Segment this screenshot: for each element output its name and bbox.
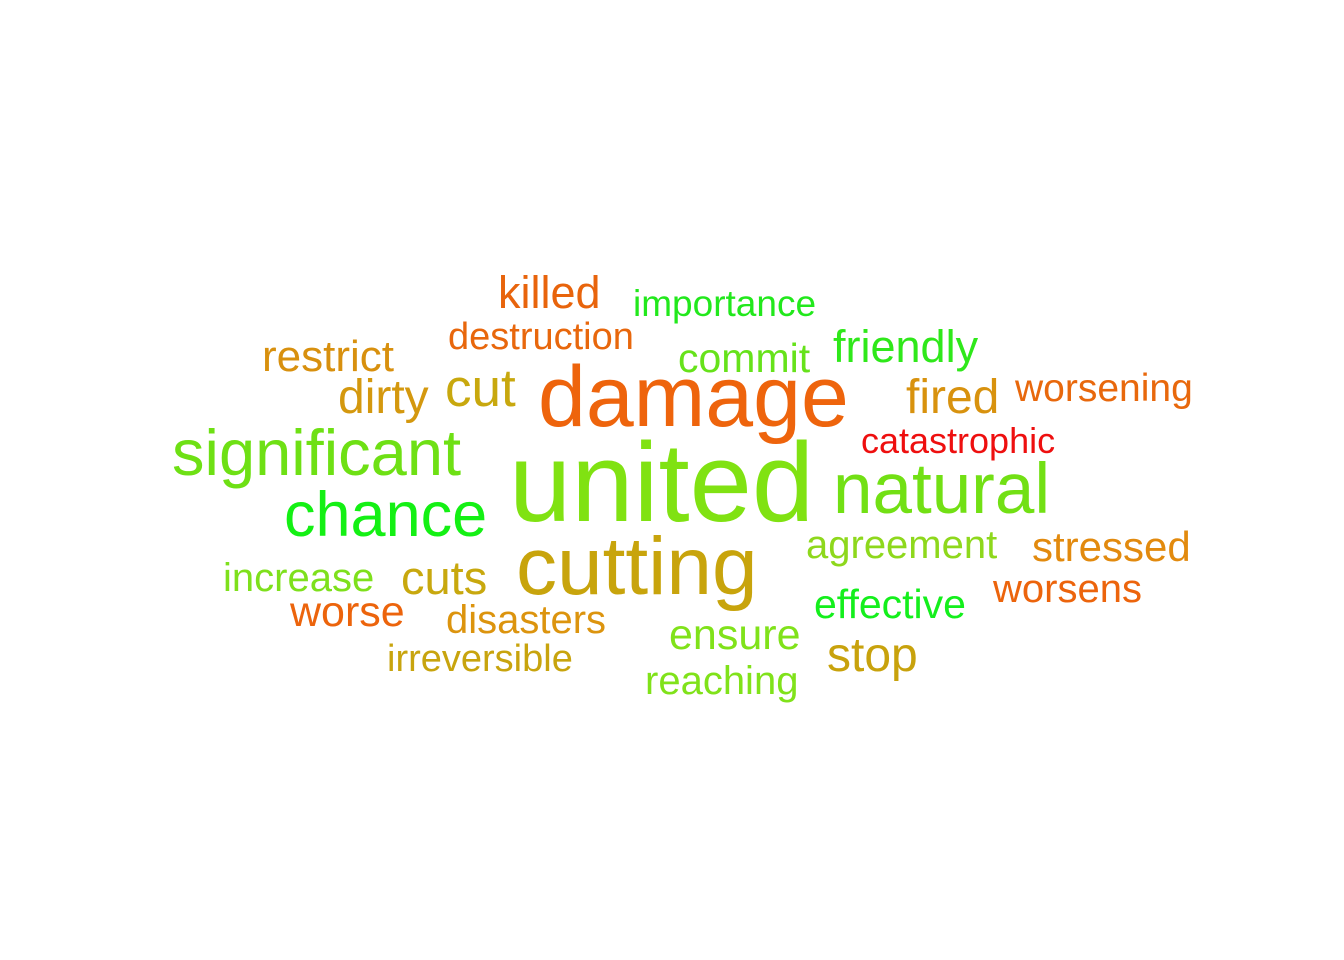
word-natural: natural	[833, 450, 1051, 529]
word-destruction: destruction	[448, 316, 634, 358]
word-cuts: cuts	[401, 551, 488, 604]
word-catastrophic: catastrophic	[861, 420, 1056, 461]
word-friendly: friendly	[833, 321, 979, 372]
word-increase: increase	[223, 556, 375, 600]
word-stressed: stressed	[1032, 523, 1191, 570]
word-killed: killed	[498, 267, 601, 318]
word-restrict: restrict	[262, 332, 394, 381]
word-stop: stop	[827, 629, 918, 682]
word-importance: importance	[633, 283, 817, 324]
word-chance: chance	[284, 480, 488, 550]
word-cutting: cutting	[516, 521, 758, 612]
word-worsening: worsening	[1015, 367, 1193, 410]
word-united: united	[509, 420, 815, 545]
word-dirty: dirty	[338, 371, 429, 424]
word-irreversible: irreversible	[387, 638, 573, 680]
word-worse: worse	[290, 588, 405, 636]
word-effective: effective	[814, 581, 966, 627]
word-fired: fired	[906, 371, 1000, 424]
word-ensure: ensure	[669, 611, 801, 659]
word-significant: significant	[172, 416, 462, 489]
word-worsens: worsens	[993, 567, 1142, 611]
word-damage: damage	[538, 349, 849, 445]
word-reaching: reaching	[645, 659, 799, 703]
word-cut: cut	[445, 359, 516, 418]
word-commit: commit	[678, 335, 811, 381]
word-agreement: agreement	[806, 523, 998, 567]
word-disasters: disasters	[446, 598, 607, 642]
